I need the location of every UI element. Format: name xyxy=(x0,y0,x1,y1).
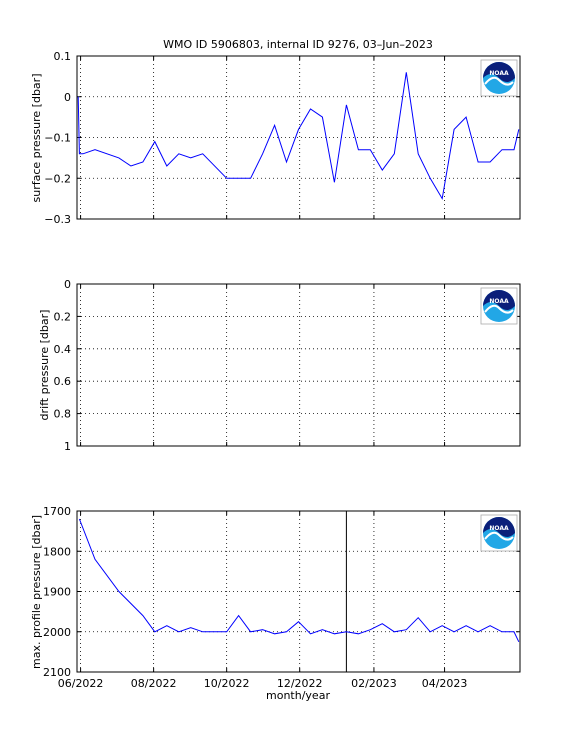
x-axis-label: month/year xyxy=(266,689,330,702)
x-tick-label: 10/2022 xyxy=(204,677,250,690)
logo-text: NOAA xyxy=(489,525,509,532)
y-tick-label: 0.4 xyxy=(54,343,72,356)
logo-wave xyxy=(484,531,514,541)
x-tick-label: 06/2022 xyxy=(58,677,104,690)
logo-upper xyxy=(483,290,515,310)
max-profile-pressure-ylabel: max. profile pressure [dbar] xyxy=(30,515,43,669)
y-tick-label: 0.2 xyxy=(54,310,72,323)
y-tick-label: 0 xyxy=(64,278,71,291)
y-tick-label: 2000 xyxy=(43,626,71,639)
y-tick-label: 0 xyxy=(64,91,71,104)
plot-frame xyxy=(76,510,521,673)
noaa-logo-icon: NOAA xyxy=(480,514,518,552)
data-series-line xyxy=(77,72,520,201)
noaa-logo-icon: NOAA xyxy=(480,287,518,325)
y-tick-label: 1700 xyxy=(43,505,71,518)
y-tick-label: −0.3 xyxy=(44,213,71,226)
surface-pressure-panel: surface pressure [dbar] −0.3 −0.2 −0.1 0 0.1… xyxy=(30,50,521,226)
logo-upper xyxy=(483,62,515,82)
figure-title: WMO ID 5906803, internal ID 9276, 03–Jun… xyxy=(163,38,433,51)
drift-pressure-ylabel: drift pressure [dbar] xyxy=(38,310,51,421)
logo-wave xyxy=(484,304,514,314)
noaa-logo-icon: NOAA xyxy=(480,59,518,97)
logo-text: NOAA xyxy=(489,298,509,305)
x-tick-label: 02/2023 xyxy=(351,677,397,690)
x-tick-label: 12/2022 xyxy=(277,677,323,690)
logo-text: NOAA xyxy=(489,70,509,77)
x-tick-label: 08/2022 xyxy=(131,677,177,690)
y-tick-label: 0.1 xyxy=(54,50,72,63)
y-tick-label: 2100 xyxy=(43,666,71,679)
plot-frame xyxy=(76,55,521,220)
logo-wave xyxy=(484,76,514,86)
y-tick-label: 1900 xyxy=(43,586,71,599)
y-tick-label: 1 xyxy=(64,440,71,453)
data-series-line xyxy=(78,518,520,643)
surface-pressure-ylabel: surface pressure [dbar] xyxy=(30,74,43,203)
y-tick-label: −0.1 xyxy=(44,132,71,145)
logo-upper xyxy=(483,517,515,537)
y-tick-label: 1800 xyxy=(43,545,71,558)
max-profile-pressure-panel: max. profile pressure [dbar] 06/2022 08/2… xyxy=(30,505,521,690)
plot-frame xyxy=(76,283,521,447)
y-tick-label: −0.2 xyxy=(44,172,71,185)
x-tick-label: 04/2023 xyxy=(422,677,468,690)
y-tick-label: 0.8 xyxy=(54,408,72,421)
y-tick-label: 0.6 xyxy=(54,375,72,388)
drift-pressure-panel: drift pressure [dbar] 0 0.2 0.4 0.6 0.8 1 NOAA xyxy=(38,278,521,453)
